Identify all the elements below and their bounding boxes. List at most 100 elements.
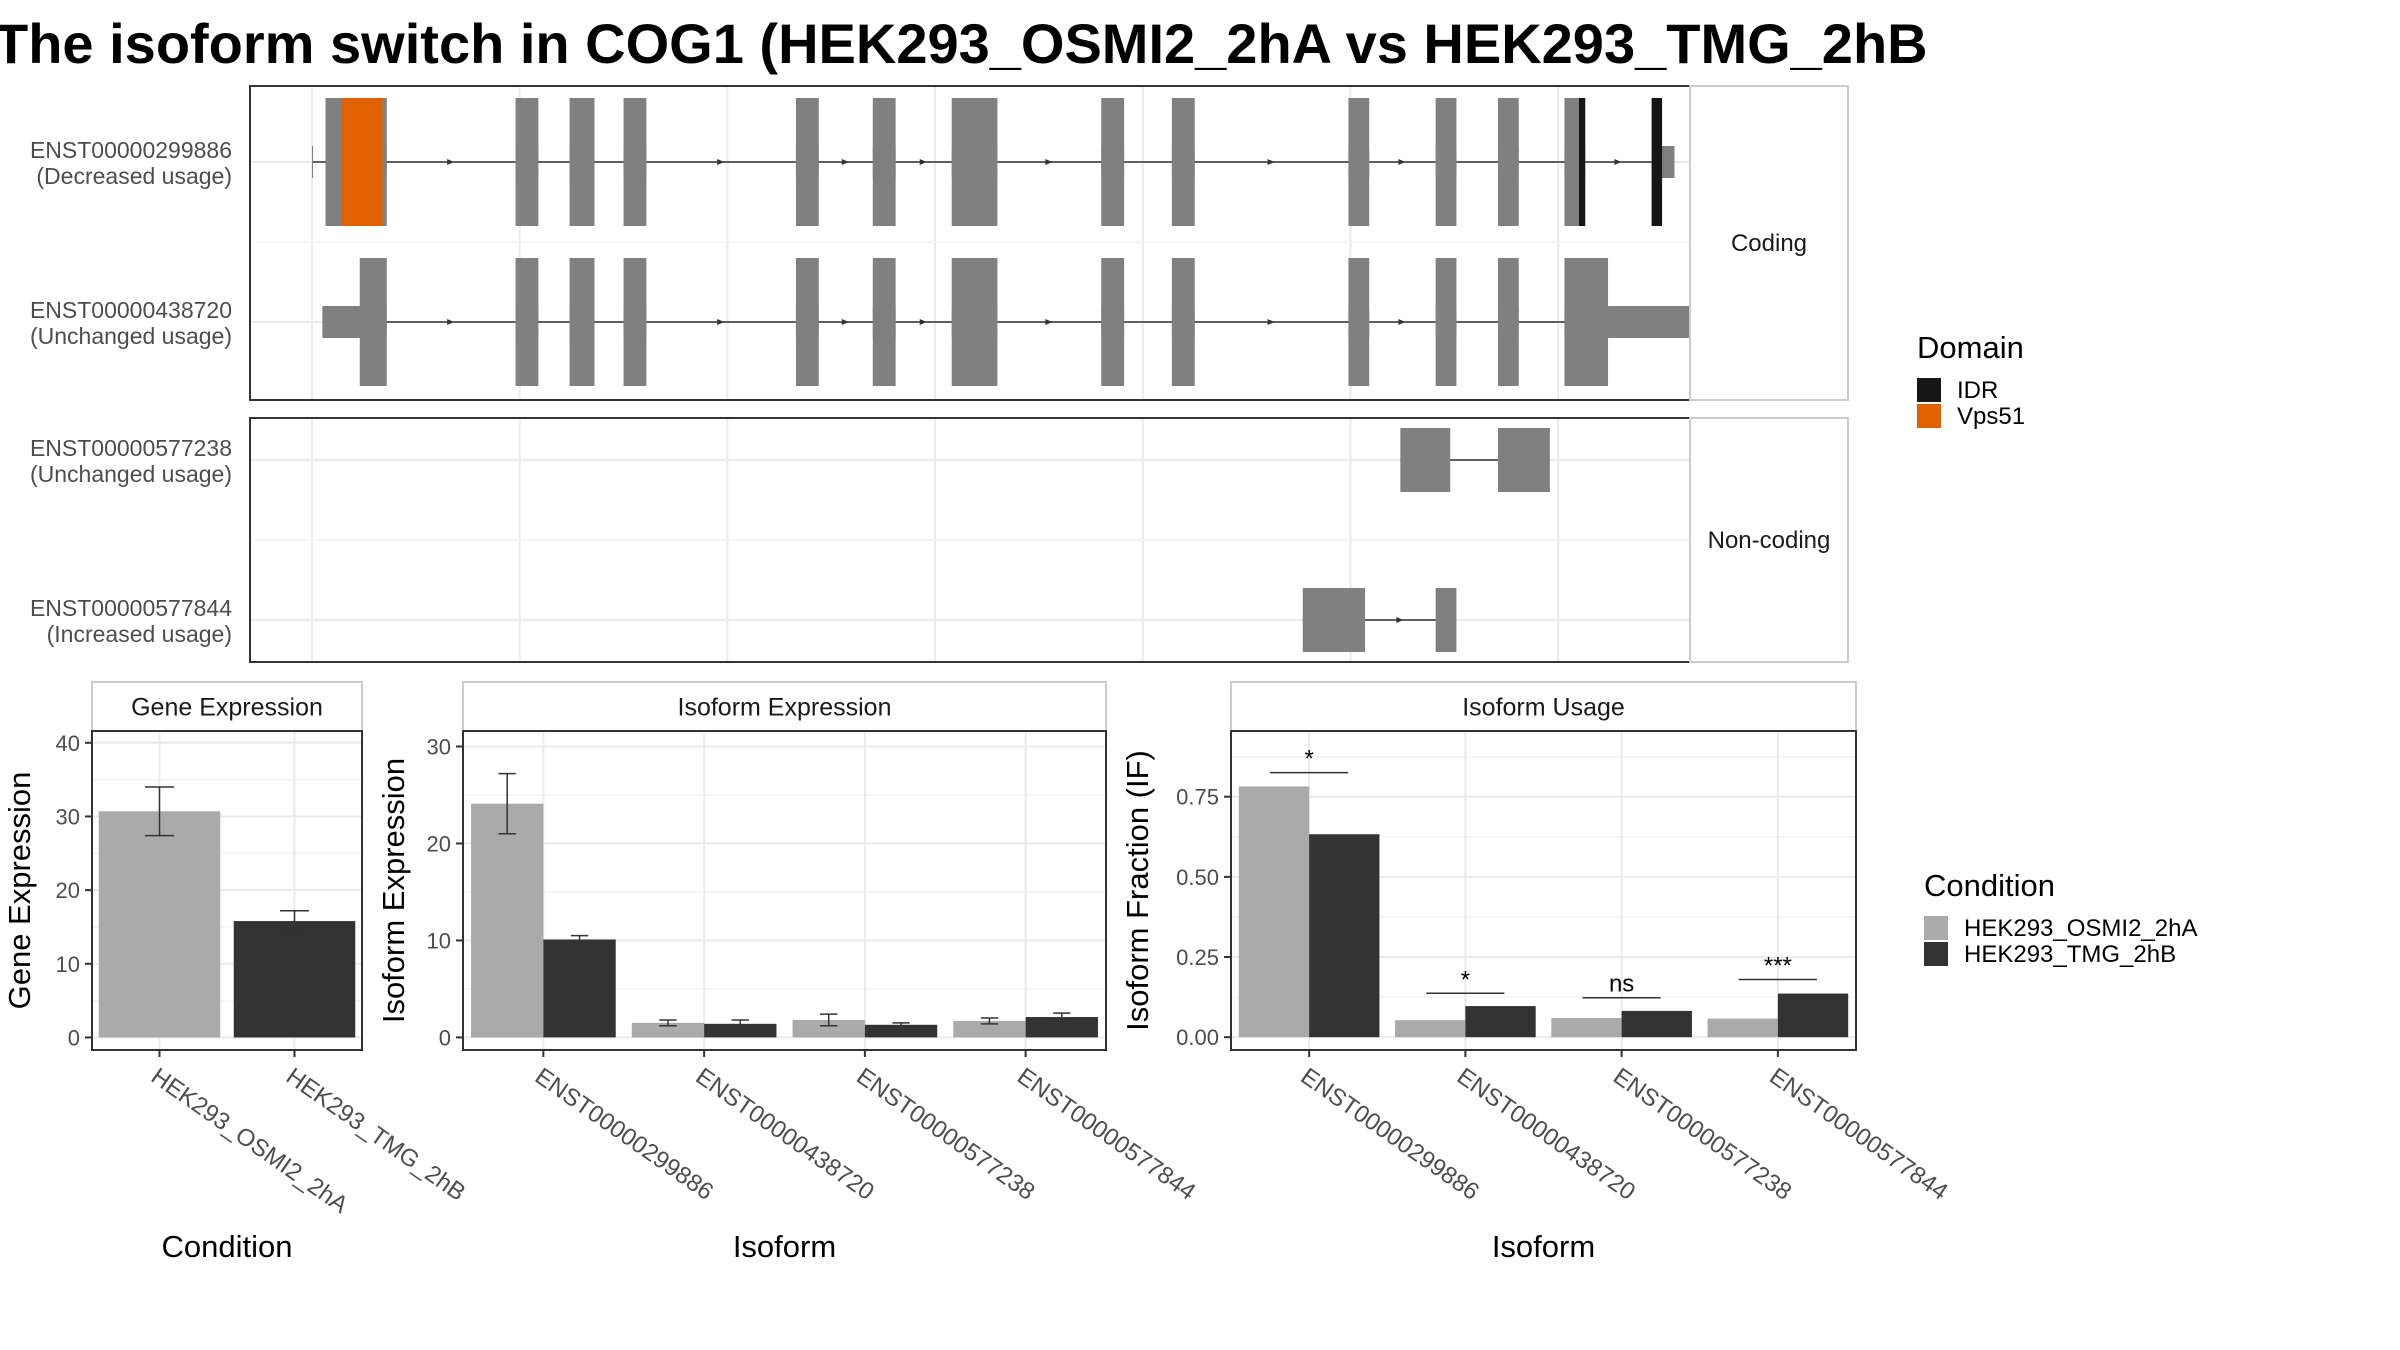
x-tick-label: ENST00000577844: [1012, 1063, 1200, 1206]
bar-ENST00000577238-HEK293_OSMI2_2hA: [792, 1019, 865, 1038]
legend-key-vps51: [1917, 404, 1941, 428]
figure-title: The isoform switch in COG1 (HEK293_OSMI2…: [0, 12, 1928, 75]
y-tick-label: 20: [427, 831, 451, 856]
cds-block: [569, 98, 595, 226]
cds-block: [951, 98, 998, 226]
bar-HEK293_TMG_2hB: [233, 921, 356, 1038]
bar-ENST00000577238-HEK293_TMG_2hB: [864, 1024, 938, 1038]
y-tick-label: 10: [427, 928, 451, 953]
error-bar: [498, 772, 516, 835]
cds-block: [1348, 258, 1370, 386]
bar-ENST00000299886-HEK293_TMG_2hB: [1309, 834, 1380, 1038]
panel-border: [1230, 730, 1857, 1051]
cds-block: [872, 258, 896, 386]
y-tick-label: 30: [56, 804, 80, 829]
isoform-usage-chart: Isoform Usage** ns***0.000.250.500.75ENST…: [1120, 681, 1953, 1264]
error-bar: [279, 910, 310, 933]
bar-ENST00000438720-HEK293_OSMI2_2hA: [631, 1022, 705, 1038]
cds-block: [569, 258, 595, 386]
structure-panel-coding: ENST00000299886(Decreased usage) ENST0000…: [30, 85, 1849, 401]
bar-ENST00000577844-HEK293_TMG_2hB: [1025, 1017, 1098, 1038]
transcript-ENST00000577844: [1302, 588, 1457, 652]
y-axis-title: Isoform Fraction (IF): [1120, 750, 1155, 1031]
legend-label: HEK293_OSMI2_2hA: [1964, 915, 2197, 942]
y-tick-label: 0.25: [1176, 945, 1219, 970]
y-tick-label: 20: [56, 878, 80, 903]
error-bar: [659, 1019, 677, 1027]
bar-ENST00000577844-HEK293_TMG_2hB: [1777, 993, 1849, 1038]
y-tick-label: 0.50: [1176, 865, 1219, 890]
cds-block: [1101, 258, 1125, 386]
transcript-id-label: ENST00000299886: [30, 137, 232, 163]
cds-block: [1435, 98, 1457, 226]
exon-block: [1497, 428, 1550, 492]
bar-ENST00000438720-HEK293_TMG_2hB: [1465, 1006, 1536, 1038]
transcript-id-label: ENST00000577844: [30, 595, 232, 621]
strand-arrow: [1396, 617, 1404, 623]
structure-panel-non-coding: ENST00000577238(Unchanged usage) ENST0000…: [30, 417, 1849, 663]
transcript-usage-label: (Unchanged usage): [30, 461, 232, 487]
transcript-ENST00000577238: [1400, 428, 1550, 492]
transcript-ENST00000438720: [322, 258, 1717, 386]
cds-block: [1171, 258, 1195, 386]
strand-arrow: [1267, 319, 1275, 325]
cds-block: [1171, 98, 1195, 226]
strand-arrow: [919, 159, 927, 165]
y-tick-label: 10: [56, 952, 80, 977]
panel-title: Isoform Expression: [678, 694, 892, 722]
domain-vps51-block: [341, 98, 383, 226]
legend-key-HEK293_TMG_2hB: [1924, 942, 1948, 966]
cds-block: [515, 98, 539, 226]
error-bar: [820, 1013, 838, 1027]
strand-arrow: [1398, 159, 1406, 165]
transcript-ENST00000299886: [312, 98, 1675, 226]
error-bar: [570, 934, 589, 945]
legend-label: HEK293_TMG_2hB: [1964, 941, 2176, 968]
strand-arrow: [1267, 159, 1275, 165]
transcript-usage-label: (Unchanged usage): [30, 323, 232, 349]
bar-ENST00000577844-HEK293_OSMI2_2hA: [953, 1020, 1026, 1038]
cds-block: [515, 258, 539, 386]
strand-arrow: [447, 319, 455, 325]
exon-block: [312, 146, 314, 178]
x-tick-label: ENST00000577238: [851, 1063, 1039, 1206]
domain-idr-block: [1651, 98, 1663, 226]
cds-block: [359, 258, 387, 386]
bar-ENST00000299886-HEK293_OSMI2_2hA: [1238, 786, 1310, 1038]
error-bar: [980, 1017, 999, 1025]
cds-block: [795, 98, 819, 226]
strand-arrow: [717, 159, 725, 165]
facet-strip: [1689, 85, 1849, 401]
panel-title: Gene Expression: [131, 694, 323, 722]
bar-ENST00000299886-HEK293_TMG_2hB: [543, 939, 616, 1038]
significance-label: *: [1304, 746, 1313, 773]
transcript-usage-label: (Decreased usage): [36, 163, 232, 189]
exon-block: [1400, 428, 1451, 492]
panel-title: Isoform Usage: [1462, 694, 1625, 722]
strand-arrow: [919, 319, 927, 325]
cds-block: [795, 258, 819, 386]
cds-block: [1435, 258, 1457, 386]
bar-ENST00000438720-HEK293_TMG_2hB: [704, 1023, 777, 1038]
bar-HEK293_OSMI2_2hA: [98, 811, 221, 1038]
error-bar: [731, 1019, 749, 1029]
strand-arrow: [1398, 319, 1406, 325]
legend-title: Condition: [1924, 868, 2055, 903]
strand-arrow: [447, 159, 455, 165]
strand-arrow: [717, 319, 725, 325]
cds-block: [872, 98, 896, 226]
x-tick-label: ENST00000299886: [530, 1063, 718, 1206]
y-tick-label: 0.00: [1176, 1025, 1219, 1050]
legend-key-idr: [1917, 378, 1941, 402]
cds-block: [951, 258, 998, 386]
gene-expression-chart: Gene Expression010203040HEK293_OSMI2_2hA…: [2, 681, 470, 1264]
strand-arrow: [1045, 159, 1053, 165]
x-axis-title: Isoform: [733, 1229, 836, 1264]
error-bar: [892, 1022, 910, 1028]
y-tick-label: 0: [439, 1025, 451, 1050]
y-tick-label: 0.75: [1176, 785, 1219, 810]
bar-ENST00000299886-HEK293_OSMI2_2hA: [471, 803, 544, 1038]
strand-arrow: [1614, 159, 1622, 165]
